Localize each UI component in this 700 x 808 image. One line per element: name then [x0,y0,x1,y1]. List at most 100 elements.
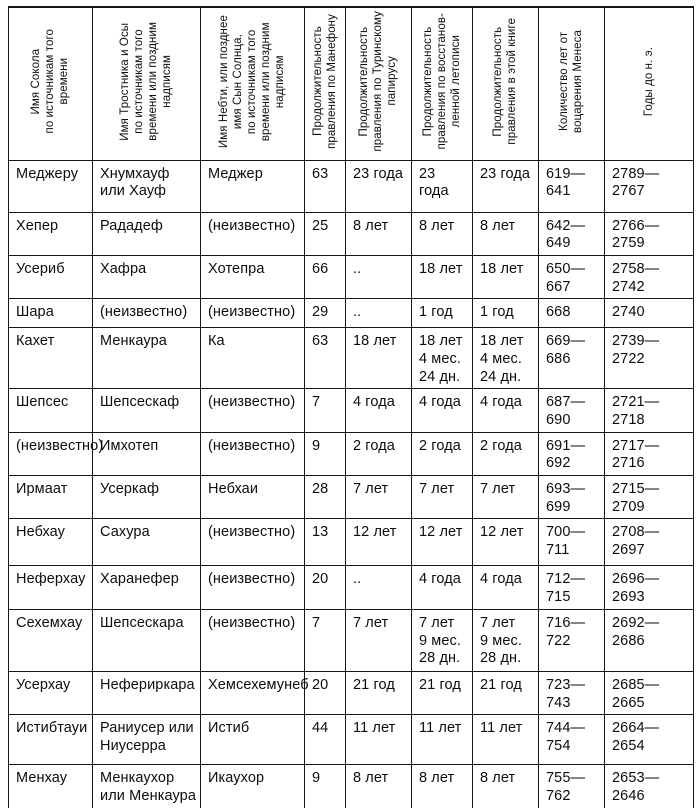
table-cell: 4 года [472,565,539,610]
table-cell: 716—722 [538,608,605,672]
pharaoh-chronology-table: Имя Сокола по источникам того времени Имя… [8,6,694,808]
table-cell: Меджеру [8,159,93,213]
table-cell: 755—762 [538,764,605,808]
column-header-label: Годы до н. э. [642,46,655,116]
table-cell: 2766—2759 [604,211,694,256]
table-cell: 63 [304,327,346,390]
table-cell: 13 [304,518,346,567]
table-cell: 18 лет 4 мес. 24 дн. [472,327,539,390]
table-cell: 20 [304,565,346,610]
table-cell: 712—715 [538,565,605,610]
table-cell: Хафра [92,254,201,300]
table-cell: 693—699 [538,475,605,520]
table-cell: Нефериркара [92,670,201,716]
table-cell: 8 лет [411,764,473,808]
table-cell: 7 лет [411,475,473,520]
table-cell: Кахет [8,327,93,390]
table-cell: Шепсескара [92,608,201,672]
table-cell: 63 [304,159,346,213]
table-cell: Имхотеп [92,431,201,477]
table-cell: 23 года [472,159,539,213]
table-cell: 20 [304,670,346,716]
table-cell: 7 лет [345,608,412,672]
table-cell: 9 [304,764,346,808]
table-row: Усериб Хафра Хотепра 66.. 18 лет 18 лет 650—66… [8,254,694,300]
table-cell: 18 лет [411,254,473,300]
table-cell: 8 лет [411,211,473,256]
table-cell: 4 года [345,388,412,433]
table-cell: Харанефер [92,565,201,610]
table-cell: 11 лет [472,714,539,766]
table-cell: 669—686 [538,327,605,390]
table-cell: 21 год [345,670,412,716]
table-cell: Икаухор [200,764,305,808]
table-cell: 7 лет 9 мес. 28 дн. [411,608,473,672]
table-cell: 668 [538,298,605,329]
table-cell: 7 [304,608,346,672]
table-cell: 12 лет [472,518,539,567]
table-cell: 2715—2709 [604,475,694,520]
table-cell: 691—692 [538,431,605,477]
table-cell: Усериб [8,254,93,300]
table-cell: Менкаура [92,327,201,390]
column-header: Имя Небти, или позднее имя Сын Солнца, п… [200,6,305,161]
table-cell: Шара [8,298,93,329]
table-row: Шара (неизвестно) (неизвестно) 29.. 1 год 1 г… [8,298,694,329]
table-cell: 650—667 [538,254,605,300]
table-cell: Хепер [8,211,93,256]
table-cell: 2653—2646 [604,764,694,808]
table-cell: Ирмаат [8,475,93,520]
table-row: Менхау Менкаухор или Менкаура Икаухор 9 8 ле… [8,764,694,808]
table-cell: 21 год [411,670,473,716]
table-cell: 18 лет [345,327,412,390]
table-cell: 28 [304,475,346,520]
table-cell: 1 год [472,298,539,329]
table-row: Неферхау Харанефер (неизвестно) 20.. 4 года 4… [8,565,694,610]
table-cell: 2696—2693 [604,565,694,610]
column-header-label: Продолжительность правления по Туринском… [358,11,399,152]
header-row: Имя Сокола по источникам того времени Имя… [8,6,694,161]
table-cell: 4 года [472,388,539,433]
table-cell: (неизвестно) [200,211,305,256]
table-body: Меджеру Хнумхауф или Хауф Меджер 63 23 года 2… [8,159,694,808]
table-cell: (неизвестно) [200,298,305,329]
table-cell: Небхаи [200,475,305,520]
table-cell: 7 лет [345,475,412,520]
table-cell: 23 года [411,159,473,213]
table-cell: Менхау [8,764,93,808]
table-row: Сехемхау Шепсескара (неизвестно) 7 7 лет 7 ле… [8,608,694,672]
column-header: Имя Тростника и Осы по источникам того в… [92,6,201,161]
table-cell: Ка [200,327,305,390]
table-cell: (неизвестно) [200,608,305,672]
table-cell: 12 лет [411,518,473,567]
table-row: Шепсес Шепсескаф (неизвестно) 7 4 года 4 года… [8,388,694,433]
table-cell: 2739—2722 [604,327,694,390]
table-cell: (неизвестно) [200,565,305,610]
table-cell: .. [345,298,412,329]
table-cell: 619—641 [538,159,605,213]
column-header: Количество лет от воцарения Менеса [538,6,605,161]
table-cell: Хотепра [200,254,305,300]
table-cell: 18 лет [472,254,539,300]
table-cell: (неизвестно) [92,298,201,329]
table-cell: 8 лет [472,764,539,808]
table-cell: 2664—2654 [604,714,694,766]
table-cell: 11 лет [411,714,473,766]
table-row: Меджеру Хнумхауф или Хауф Меджер 63 23 года 2… [8,159,694,213]
table-row: (неизвестно) Имхотеп (неизвестно) 9 2 года 2 … [8,431,694,477]
table-cell: 44 [304,714,346,766]
table-cell: 2692—2686 [604,608,694,672]
table-cell: 744—754 [538,714,605,766]
column-header-label: Продолжительность правления по восстанов… [421,13,462,150]
column-header-label: Продолжительность правления по Манефону [311,13,338,149]
table-cell: 2 года [345,431,412,477]
table-cell: 723—743 [538,670,605,716]
table-cell: (неизвестно) [200,431,305,477]
table-cell: Шепсескаф [92,388,201,433]
column-header-label: Имя Небти, или позднее имя Сын Солнца, п… [218,14,287,148]
table-cell: (неизвестно) [200,518,305,567]
table-cell: 9 [304,431,346,477]
table-cell: 2 года [411,431,473,477]
table-cell: Небхау [8,518,93,567]
table-cell: 2758—2742 [604,254,694,300]
